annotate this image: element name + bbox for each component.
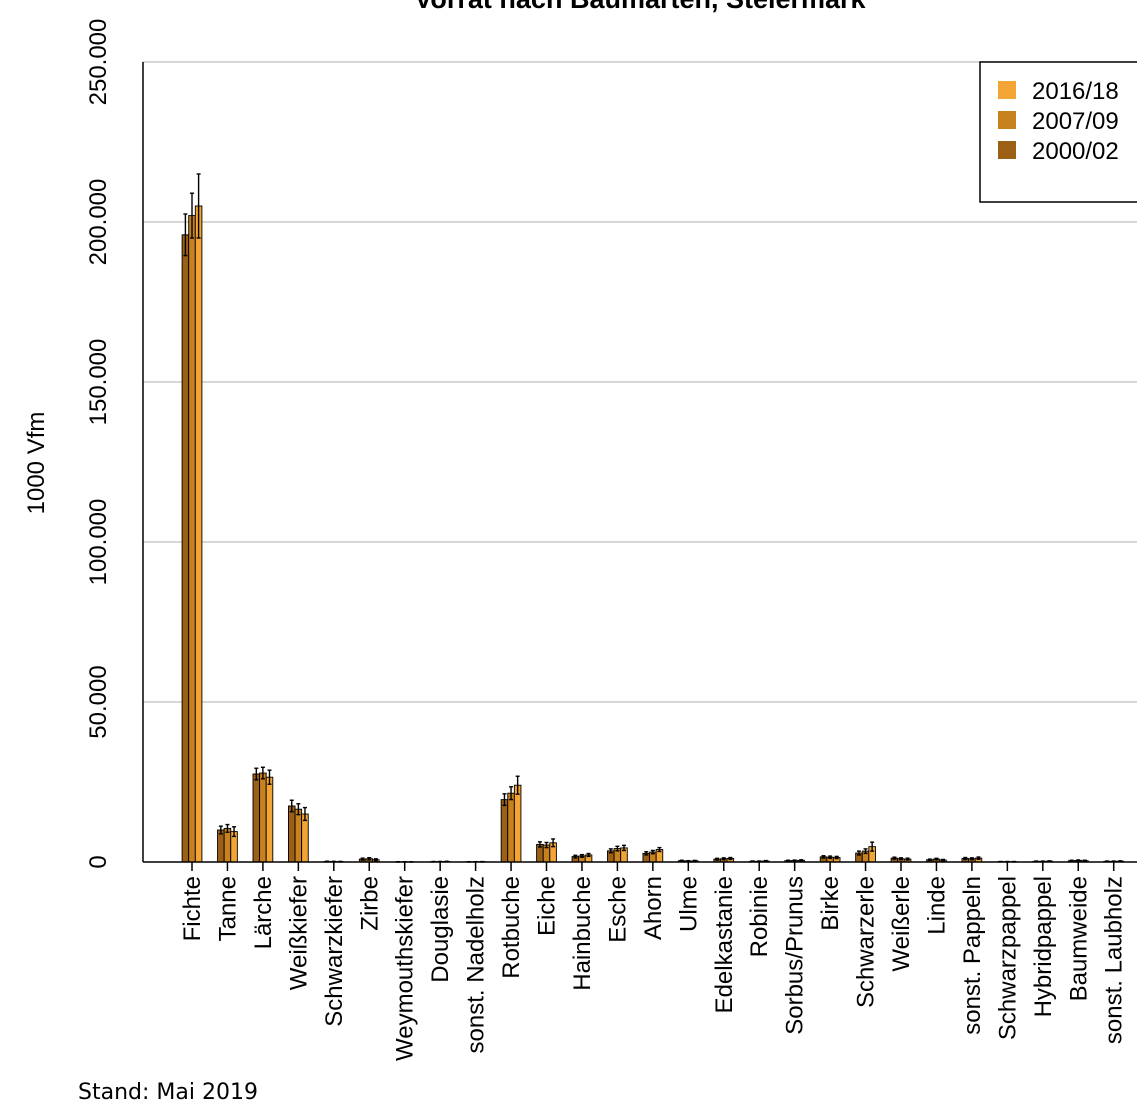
x-tick-label: Baumweide — [1065, 876, 1092, 1001]
x-tick-label: Sorbus/Prunus — [782, 876, 809, 1035]
y-tick-label: 150.000 — [85, 339, 112, 426]
x-tick-label: Tanne — [214, 876, 241, 941]
footnote: Stand: Mai 2019 — [78, 1080, 258, 1105]
bar — [217, 829, 225, 863]
legend: 2016/18 2007/09 2000/02 — [979, 61, 1137, 203]
x-tick-label: Schwarzpappel — [994, 876, 1021, 1040]
y-axis-label: 1000 Vfm — [23, 412, 50, 515]
x-tick-label: sonst. Laubholz — [1101, 876, 1128, 1044]
x-tick-label: Ulme — [675, 876, 702, 932]
x-tick-label: Edelkastanie — [711, 876, 738, 1013]
x-tick-labels: Fichte Tanne Lärche Weißkiefer Schwarzkiefer… — [179, 876, 1128, 1061]
bar — [223, 827, 232, 863]
x-tick-label: Robinie — [746, 876, 773, 957]
legend-swatch — [998, 111, 1016, 129]
chart-title: Vorrat nach Baumarten, Steiermark — [414, 0, 866, 14]
bar — [288, 805, 296, 863]
x-tick-label: Weißerle — [888, 876, 915, 972]
x-tick-label: Rotbuche — [498, 876, 525, 979]
bar — [500, 799, 509, 863]
gridlines — [143, 61, 1137, 703]
bar — [265, 776, 274, 863]
bars — [181, 173, 1125, 863]
bar — [194, 205, 203, 863]
x-tick-label: Eiche — [534, 876, 561, 936]
x-tick-label: Weymouthskiefer — [392, 876, 419, 1061]
x-tick-label: Schwarzerle — [853, 876, 880, 1008]
y-tick-label: 50.000 — [85, 665, 112, 738]
bar — [259, 772, 267, 863]
x-tick-label: Linde — [923, 876, 950, 935]
x-tick-label: Hainbuche — [569, 876, 596, 991]
x-tick-label: Weißkiefer — [285, 876, 312, 990]
bar — [181, 234, 190, 863]
bar — [513, 784, 522, 863]
x-tick-label: Ahorn — [640, 876, 667, 940]
y-tick-label: 0 — [85, 855, 112, 868]
y-tick-label: 100.000 — [85, 499, 112, 586]
x-tick-label: Douglasie — [427, 876, 454, 983]
x-tick-label: Schwarzkiefer — [321, 876, 348, 1027]
legend-swatch — [998, 141, 1016, 159]
x-tick-label: Lärche — [250, 876, 277, 949]
x-tick-label: Zirbe — [356, 876, 383, 931]
x-tick-label: Esche — [604, 876, 631, 943]
bar — [301, 813, 309, 863]
bar — [294, 808, 303, 863]
bar — [507, 792, 515, 863]
bar — [252, 773, 261, 863]
y-tick-label: 200.000 — [85, 179, 112, 266]
legend-label: 2016/18 — [1032, 78, 1119, 105]
axes — [142, 62, 1137, 871]
y-tick-labels: 0 50.000 100.000 150.000 200.000 250.000 — [85, 19, 112, 869]
legend-swatch — [998, 81, 1016, 99]
x-tick-label: sonst. Nadelholz — [463, 876, 490, 1053]
x-tick-label: Birke — [817, 876, 844, 931]
y-tick-label: 250.000 — [85, 19, 112, 106]
x-tick-label: Fichte — [179, 876, 206, 941]
legend-label: 2007/09 — [1032, 108, 1119, 135]
bar — [188, 215, 196, 863]
x-tick-label: sonst. Pappeln — [959, 876, 986, 1035]
legend-label: 2000/02 — [1032, 138, 1119, 165]
x-tick-label: Hybridpappel — [1030, 876, 1057, 1017]
